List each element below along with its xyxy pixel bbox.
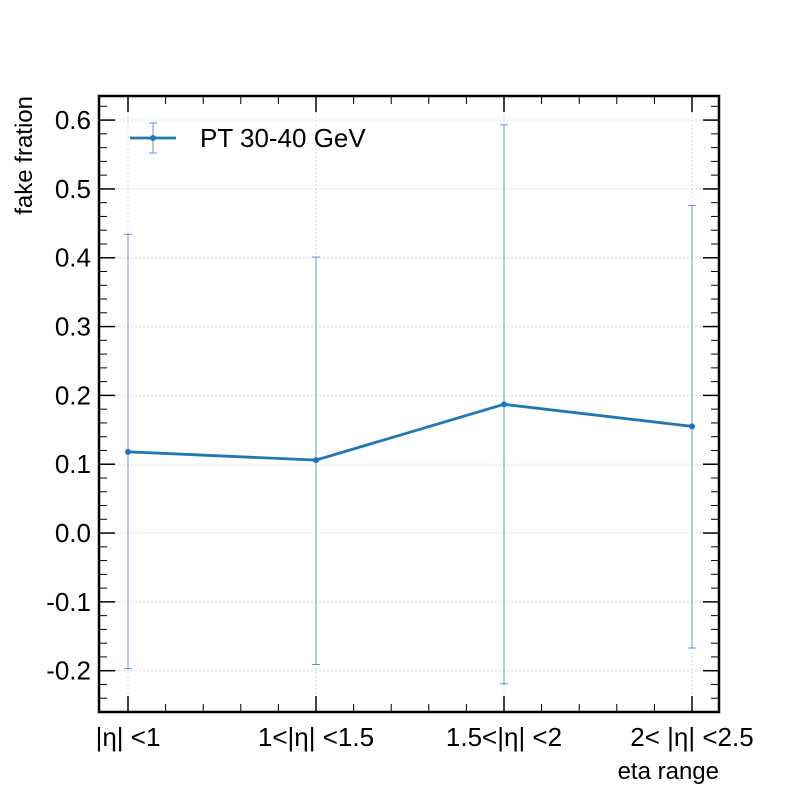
x-tick-label: 1<|η| <1.5: [258, 722, 374, 752]
data-point: [501, 401, 507, 408]
y-tick-label: 0.6: [55, 105, 91, 135]
x-tick-label: |η| <1: [96, 722, 161, 752]
x-tick-labels: |η| <1 1<|η| <1.5 1.5<|η| <2 2< |η| <2.5: [96, 722, 754, 752]
y-tick-labels: -0.2 -0.1 0.0 0.1 0.2 0.3 0.4 0.5 0.6: [46, 105, 91, 686]
y-tick-label: -0.2: [46, 656, 91, 686]
data-point: [313, 457, 319, 464]
y-tick-label: 0.1: [55, 449, 91, 479]
legend-label: PT 30-40 GeV: [200, 123, 366, 153]
y-tick-label: -0.1: [46, 587, 91, 617]
data-point: [125, 448, 131, 455]
plot-frame: [97, 94, 721, 714]
series: [125, 401, 695, 464]
x-tick-label: 2< |η| <2.5: [630, 722, 753, 752]
x-tick-label: 1.5<|η| <2: [446, 722, 562, 752]
axis-ticks: [99, 96, 719, 713]
y-tick-label: 0.4: [55, 243, 91, 273]
y-tick-label: 0.5: [55, 174, 91, 204]
grid: [99, 96, 719, 712]
x-axis-title: eta range: [618, 758, 719, 785]
legend-point: [150, 135, 156, 141]
y-tick-label: 0.2: [55, 380, 91, 410]
y-tick-label: 0.3: [55, 312, 91, 342]
error-bars: [124, 124, 696, 685]
data-point: [689, 423, 695, 430]
y-tick-label: 0.0: [55, 518, 91, 548]
legend-marker: [130, 122, 176, 154]
legend: PT 30-40 GeV: [130, 122, 366, 154]
y-axis-title: fake fration: [11, 96, 38, 215]
series-line: [127, 402, 693, 462]
